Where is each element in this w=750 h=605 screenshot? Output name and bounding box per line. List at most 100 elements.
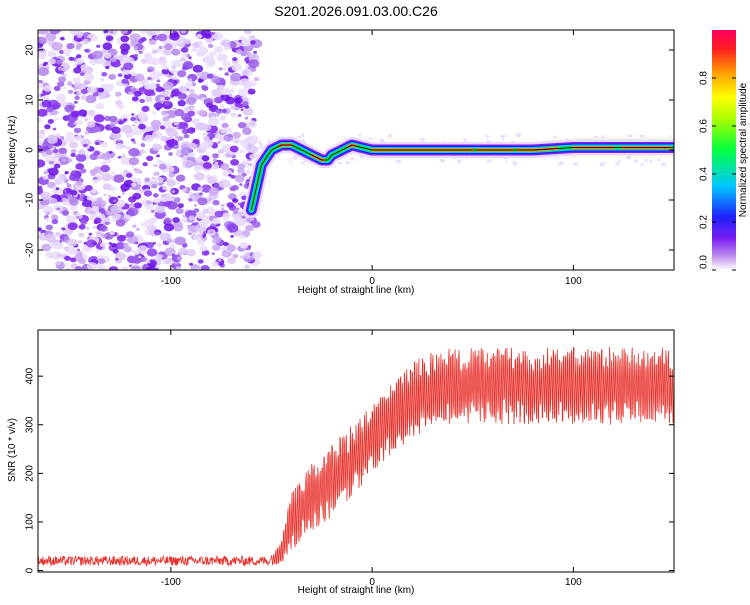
noise-blob	[140, 143, 146, 148]
noise-blob	[105, 35, 114, 41]
noise-blob	[101, 173, 112, 182]
noise-blob	[93, 114, 105, 123]
noise-blob	[196, 157, 202, 162]
noise-blob	[209, 230, 213, 234]
noise-blob	[155, 253, 163, 260]
noise-blob	[66, 182, 70, 185]
noise-blob	[163, 43, 173, 50]
noise-blob	[47, 135, 58, 144]
noise-blob	[121, 124, 133, 134]
noise-blob	[220, 128, 227, 134]
colorbar: 0.0 0.2 0.4 0.6 0.8 Normalized spectral ampl…	[699, 30, 749, 271]
noise-blob	[63, 73, 68, 77]
noise-blob	[234, 106, 240, 111]
noise-blob	[198, 192, 203, 196]
noise-blob	[345, 161, 350, 165]
noise-blob	[56, 59, 63, 65]
noise-blob	[182, 159, 194, 169]
noise-blob	[76, 42, 83, 48]
noise-blob	[558, 161, 564, 166]
noise-blob	[176, 181, 181, 185]
noise-blob	[103, 30, 109, 34]
noise-blob	[51, 42, 63, 51]
noise-blob	[218, 108, 222, 112]
noise-blob	[191, 47, 198, 53]
noise-blob	[145, 96, 153, 103]
noise-blob	[222, 212, 231, 219]
noise-blob	[593, 135, 599, 139]
noise-blob	[98, 87, 105, 93]
noise-blob	[52, 187, 64, 196]
noise-blob	[140, 37, 147, 42]
noise-blob	[358, 133, 361, 138]
noise-blob	[45, 233, 56, 243]
noise-blob	[161, 254, 166, 258]
noise-blob	[241, 38, 252, 47]
noise-blob	[223, 134, 234, 142]
noise-blob	[81, 199, 93, 208]
noise-blob	[228, 173, 232, 177]
noise-blob	[100, 141, 108, 148]
noise-blob	[188, 152, 195, 158]
noise-blob	[137, 181, 142, 185]
noise-blob	[132, 224, 137, 228]
noise-blob	[86, 239, 97, 248]
noise-blob	[169, 32, 180, 41]
noise-blob	[140, 30, 150, 34]
y-tick-label: 0	[25, 147, 36, 153]
y-tick-label: 200	[25, 465, 36, 482]
noise-blob	[128, 157, 140, 166]
noise-blob	[117, 195, 121, 199]
noise-blob	[92, 241, 97, 246]
noise-blob	[121, 192, 125, 195]
noise-blob	[198, 231, 204, 236]
noise-blob	[170, 94, 175, 98]
noise-blob	[204, 33, 212, 39]
noise-blob	[131, 113, 135, 116]
noise-blob	[649, 159, 653, 163]
noise-blob	[116, 234, 126, 242]
noise-blob	[197, 197, 208, 206]
noise-blob	[103, 193, 107, 197]
noise-blob	[66, 189, 71, 193]
noise-blob	[248, 35, 256, 41]
noise-blob	[229, 145, 239, 153]
noise-blob	[221, 115, 227, 119]
noise-blob	[63, 263, 68, 267]
noise-blob	[177, 203, 184, 209]
noise-blob	[396, 159, 402, 164]
noise-blob	[96, 197, 103, 203]
noise-blob	[206, 73, 214, 79]
noise-blob	[199, 142, 210, 151]
noise-blob	[61, 210, 69, 216]
noise-blob	[55, 187, 60, 191]
noise-blob	[146, 200, 152, 205]
noise-blob	[127, 207, 139, 217]
snr-ylabel: SNR (10 * v/v)	[7, 418, 18, 482]
noise-blob	[224, 72, 230, 76]
noise-blob	[67, 89, 74, 94]
noise-blob	[130, 116, 137, 122]
noise-blob	[84, 185, 93, 192]
noise-blob	[212, 244, 221, 251]
noise-blob	[98, 170, 104, 175]
noise-blob	[162, 185, 169, 191]
noise-blob	[92, 225, 97, 229]
noise-blob	[168, 152, 174, 156]
noise-blob	[161, 68, 170, 75]
noise-blob	[126, 235, 138, 244]
noise-blob	[190, 264, 201, 270]
noise-blob	[123, 62, 134, 71]
noise-blob	[62, 86, 67, 90]
noise-blob	[150, 91, 156, 96]
noise-blob	[64, 171, 69, 175]
noise-blob	[105, 65, 110, 70]
noise-blob	[463, 138, 467, 143]
snr-frame	[37, 329, 675, 573]
noise-blob	[43, 170, 49, 175]
noise-blob	[640, 163, 645, 166]
noise-blob	[627, 134, 633, 138]
noise-blob	[232, 209, 239, 214]
noise-blob	[230, 235, 234, 238]
noise-blob	[155, 205, 166, 214]
